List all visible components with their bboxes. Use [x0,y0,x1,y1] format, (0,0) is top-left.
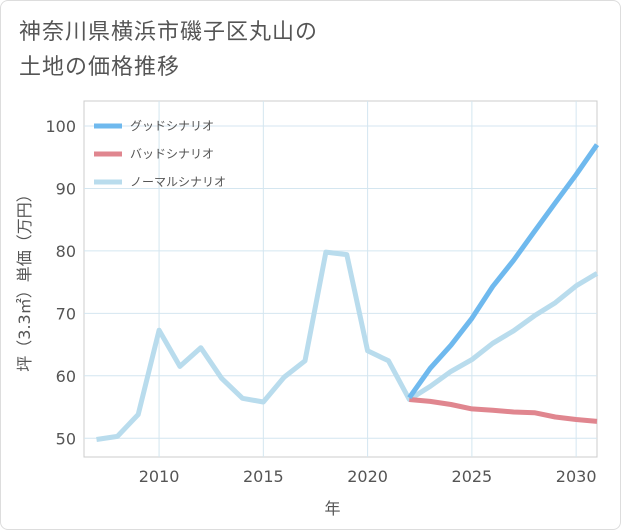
x-tick-label-2020: 2020 [347,467,388,486]
legend-label-0: グッドシナリオ [130,119,214,133]
y-tick-label-70: 70 [56,304,76,323]
y-tick-label-60: 60 [56,367,76,386]
x-tick-label-2010: 2010 [139,467,180,486]
y-tick-label-80: 80 [56,242,76,261]
series-line-1 [409,397,598,424]
legend-label-2: ノーマルシナリオ [130,175,226,189]
y-tick-label-90: 90 [56,179,76,198]
x-tick-label-2030: 2030 [556,467,597,486]
chart-title-line-2: 土地の価格推移 [19,55,181,80]
x-axis-label: 年 [324,499,340,518]
x-tick-label-2025: 2025 [452,467,493,486]
series-line-0 [407,143,600,400]
chart-title-line-1: 神奈川県横浜市磯子区丸山の [19,20,319,45]
legend-label-1: バッドシナリオ [130,147,214,161]
y-tick-label-100: 100 [45,117,76,136]
x-tick-label-2015: 2015 [243,467,284,486]
chart-title: 神奈川県横浜市磯子区丸山の 土地の価格推移 [19,15,318,85]
series-line-2 [96,249,599,442]
y-tick-label-50: 50 [56,429,76,448]
y-axis-label: 坪（3.3㎡）単価（万円） [15,186,34,371]
plot-area [83,100,598,458]
